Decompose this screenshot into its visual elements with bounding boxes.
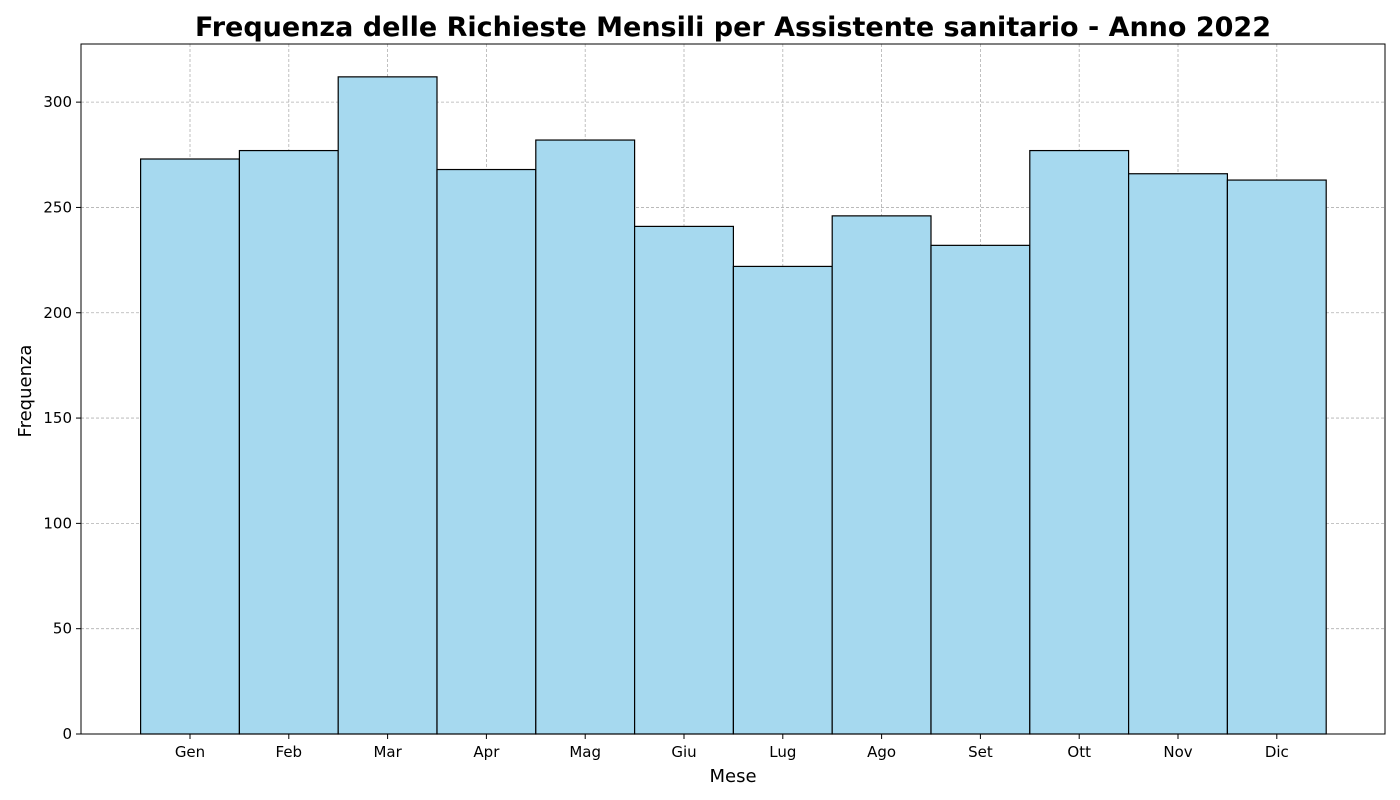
- x-tick-label: Dic: [1265, 743, 1289, 761]
- x-axis-label: Mese: [709, 766, 756, 787]
- bar-mar: [337, 76, 438, 735]
- x-tick-label: Ago: [867, 743, 896, 761]
- x-tick-label: Lug: [769, 743, 796, 761]
- x-tick-label: Mar: [373, 743, 402, 761]
- x-tick-label: Mag: [569, 743, 601, 761]
- x-tick-label: Nov: [1163, 743, 1192, 761]
- y-tick-label: 150: [43, 409, 72, 427]
- y-axis-label: Frequenza: [15, 345, 36, 438]
- y-axis: 0 50 100 150 200 250 300: [43, 93, 81, 743]
- x-tick-label: Feb: [276, 743, 303, 761]
- x-tick-label: Apr: [473, 743, 500, 761]
- bar-set: [930, 244, 1031, 735]
- bar-apr: [436, 168, 537, 735]
- bar-dic: [1226, 179, 1327, 735]
- y-tick-label: 50: [53, 620, 72, 638]
- y-tick-label: 250: [43, 198, 72, 216]
- bar-feb: [238, 149, 339, 735]
- y-tick-label: 100: [43, 514, 72, 532]
- chart-title: Frequenza delle Richieste Mensili per As…: [195, 12, 1271, 43]
- x-tick-label: Ott: [1067, 743, 1091, 761]
- bar-ott: [1029, 149, 1130, 735]
- bar-nov: [1127, 173, 1228, 735]
- y-tick-label: 0: [62, 725, 72, 743]
- bar-lug: [732, 265, 833, 735]
- bars: [140, 76, 1327, 735]
- bar-giu: [633, 225, 734, 735]
- y-tick-label: 200: [43, 304, 72, 322]
- x-axis: Gen Feb Mar Apr Mag Giu Lug Ago Set Ott Nov Dic: [175, 734, 1289, 761]
- plot-area-frame: [80, 43, 1386, 735]
- x-tick-label: Gen: [175, 743, 205, 761]
- y-tick-label: 300: [43, 93, 72, 111]
- bar-mag: [535, 139, 636, 735]
- bar-gen: [140, 158, 241, 735]
- x-tick-label: Giu: [671, 743, 696, 761]
- bar-ago: [831, 215, 932, 735]
- x-tick-label: Set: [968, 743, 993, 761]
